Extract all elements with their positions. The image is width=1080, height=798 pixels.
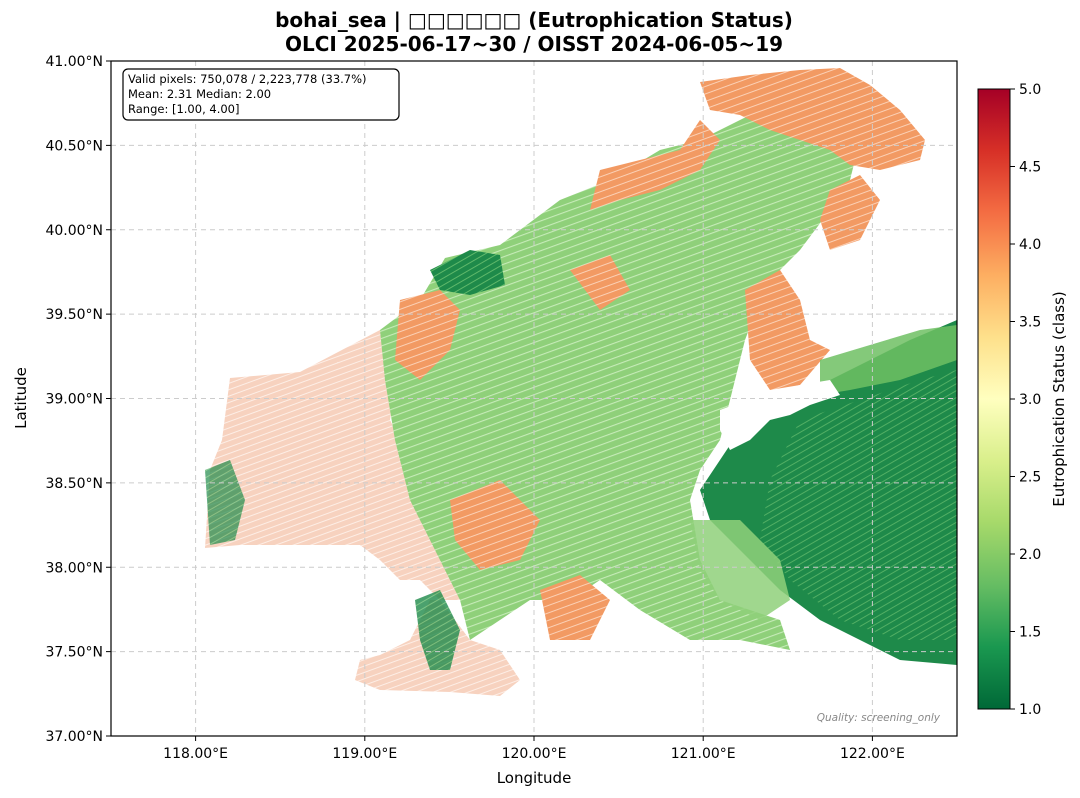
colorbar: 1.0 1.5 2.0 2.5 3.0 3.5 4.0 4.5 5.0 Eutrophicati…: [977, 82, 1068, 718]
y-tick-label: 38.50°N: [45, 476, 103, 492]
region-class4-southeast: [540, 575, 610, 640]
x-axis-label: Longitude: [497, 769, 572, 787]
x-tick-label: 120.00°E: [502, 746, 567, 762]
y-tick-label: 38.00°N: [45, 560, 103, 576]
colorbar-tick-label: 2.5: [1019, 470, 1041, 486]
colorbar-fill: [978, 89, 1010, 709]
stats-valid-pixels: Valid pixels: 750,078 / 2,223,778 (33.7%…: [128, 72, 367, 86]
region-class1-west: [205, 460, 245, 545]
region-class4-south: [450, 480, 540, 570]
stats-mean-median: Mean: 2.31 Median: 2.00: [128, 87, 271, 101]
x-tick-label: 121.00°E: [671, 746, 736, 762]
heatmap-layer: [205, 68, 957, 696]
x-tick-label: 122.00°E: [840, 746, 905, 762]
region-class1-southwest: [415, 590, 460, 670]
y-axis: 37.00°N 37.50°N 38.00°N 38.50°N 39.00°N 39.50…: [45, 54, 111, 745]
stats-box-frame: [122, 68, 400, 121]
x-axis: 118.00°E 119.00°E 120.00°E 121.00°E 122.00°E: [163, 736, 905, 762]
y-tick-label: 40.00°N: [45, 223, 103, 239]
region-class1-east-texture: [760, 370, 957, 640]
colorbar-tick-label: 5.0: [1019, 82, 1041, 98]
region-class1-northwest: [430, 250, 505, 295]
stats-range: Range: [1.00, 4.00]: [128, 102, 239, 116]
colorbar-tick-label: 4.0: [1019, 237, 1041, 253]
colorbar-ticks: 1.0 1.5 2.0 2.5 3.0 3.5 4.0 4.5 5.0: [1010, 82, 1041, 718]
region-class2-peninsula: [690, 520, 790, 620]
colorbar-tick-label: 3.0: [1019, 392, 1041, 408]
colorbar-tick-label: 1.5: [1019, 625, 1041, 641]
region-class4-east: [820, 175, 880, 250]
region-class4-liaodong: [745, 270, 830, 390]
colorbar-tick-label: 2.0: [1019, 547, 1041, 563]
grid: [111, 61, 957, 736]
plot-area: 118.00°E 119.00°E 120.00°E 121.00°E 122.00°E…: [45, 54, 958, 762]
region-class4-west: [395, 290, 460, 380]
region-class4-mid: [570, 255, 630, 310]
region-class4-north: [700, 68, 925, 170]
y-tick-label: 39.00°N: [45, 392, 103, 408]
chart-title-line2: OLCI 2025-06-17~30 / OISST 2024-06-05~19: [285, 32, 783, 56]
y-tick-label: 39.50°N: [45, 307, 103, 323]
y-tick-label: 37.00°N: [45, 729, 103, 745]
stats-box: Valid pixels: 750,078 / 2,223,778 (33.7%…: [122, 68, 400, 121]
colorbar-tick-label: 1.0: [1019, 702, 1041, 718]
y-tick-label: 41.00°N: [45, 54, 103, 70]
chart-title-line1: bohai_sea | □□□□□□ (Eutrophication Statu…: [275, 8, 793, 32]
colorbar-tick-label: 4.5: [1019, 160, 1041, 176]
x-tick-label: 119.00°E: [332, 746, 397, 762]
colorbar-tick-label: 3.5: [1019, 315, 1041, 331]
quality-note: Quality: screening_only: [817, 712, 941, 724]
y-tick-label: 37.50°N: [45, 645, 103, 661]
y-axis-label: Latitude: [12, 367, 30, 429]
region-class2-northeast: [820, 325, 957, 395]
colorbar-label: Eutrophication Status (class): [1050, 291, 1068, 507]
y-tick-label: 40.50°N: [45, 138, 103, 154]
region-class4-northcoast: [590, 120, 720, 210]
x-tick-label: 118.00°E: [163, 746, 228, 762]
land-mask-east: [720, 380, 840, 450]
